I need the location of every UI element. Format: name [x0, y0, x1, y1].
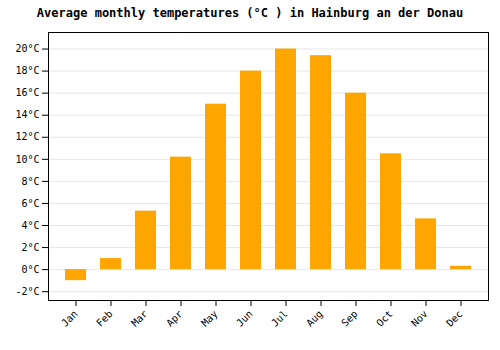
svg-text:Apr: Apr	[164, 308, 185, 329]
svg-text:12°C: 12°C	[15, 131, 39, 142]
svg-text:8°C: 8°C	[21, 176, 39, 187]
svg-text:Nov: Nov	[409, 308, 430, 329]
svg-text:20°C: 20°C	[15, 43, 39, 54]
svg-text:14°C: 14°C	[15, 109, 39, 120]
svg-text:Sep: Sep	[339, 308, 360, 329]
svg-text:10°C: 10°C	[15, 154, 39, 165]
svg-text:Jul: Jul	[269, 308, 290, 329]
svg-text:Aug: Aug	[304, 308, 325, 329]
svg-text:18°C: 18°C	[15, 65, 39, 76]
svg-text:Mar: Mar	[129, 308, 150, 329]
svg-text:6°C: 6°C	[21, 198, 39, 209]
svg-text:2°C: 2°C	[21, 242, 39, 253]
svg-text:May: May	[199, 308, 220, 329]
svg-text:Jan: Jan	[59, 308, 80, 329]
svg-text:16°C: 16°C	[15, 87, 39, 98]
svg-text:4°C: 4°C	[21, 220, 39, 231]
svg-text:-2°C: -2°C	[15, 286, 39, 297]
html-text:Average monthly temperatures (: Average monthly temperatures (°C ) in Ha…	[36, 6, 464, 20]
svg-text:0°C: 0°C	[21, 264, 39, 275]
svg-text:Jun: Jun	[234, 308, 255, 329]
svg-text:Dec: Dec	[444, 308, 465, 329]
svg-text:Feb: Feb	[94, 308, 115, 329]
svg-text:Oct: Oct	[374, 308, 395, 329]
